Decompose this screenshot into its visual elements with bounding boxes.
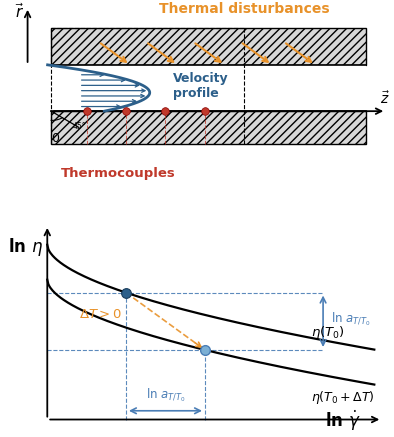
Text: $\vec{z}$: $\vec{z}$: [380, 90, 390, 107]
Text: 45°: 45°: [73, 121, 87, 131]
Text: $\vec{r}$: $\vec{r}$: [15, 2, 24, 21]
Text: ln $\eta$: ln $\eta$: [8, 236, 43, 258]
Text: $\eta(T_0)$: $\eta(T_0)$: [311, 324, 345, 341]
Bar: [51, 65, 366, 111]
Text: Velocity
profile: Velocity profile: [173, 72, 229, 100]
Text: ln $a_{T/T_0}$: ln $a_{T/T_0}$: [331, 310, 371, 328]
Text: ln $a_{T/T_0}$: ln $a_{T/T_0}$: [146, 387, 185, 404]
Text: ln $\dot{\gamma}$: ln $\dot{\gamma}$: [325, 409, 361, 433]
Text: 0: 0: [51, 132, 59, 145]
Text: Thermal disturbances: Thermal disturbances: [159, 2, 330, 16]
Bar: [51, 111, 366, 144]
Text: Thermocouples: Thermocouples: [61, 167, 176, 180]
Text: $\Delta T > 0$: $\Delta T > 0$: [79, 308, 122, 321]
Text: $\eta(T_0 + \Delta T)$: $\eta(T_0 + \Delta T)$: [311, 389, 375, 406]
Bar: [51, 28, 366, 65]
